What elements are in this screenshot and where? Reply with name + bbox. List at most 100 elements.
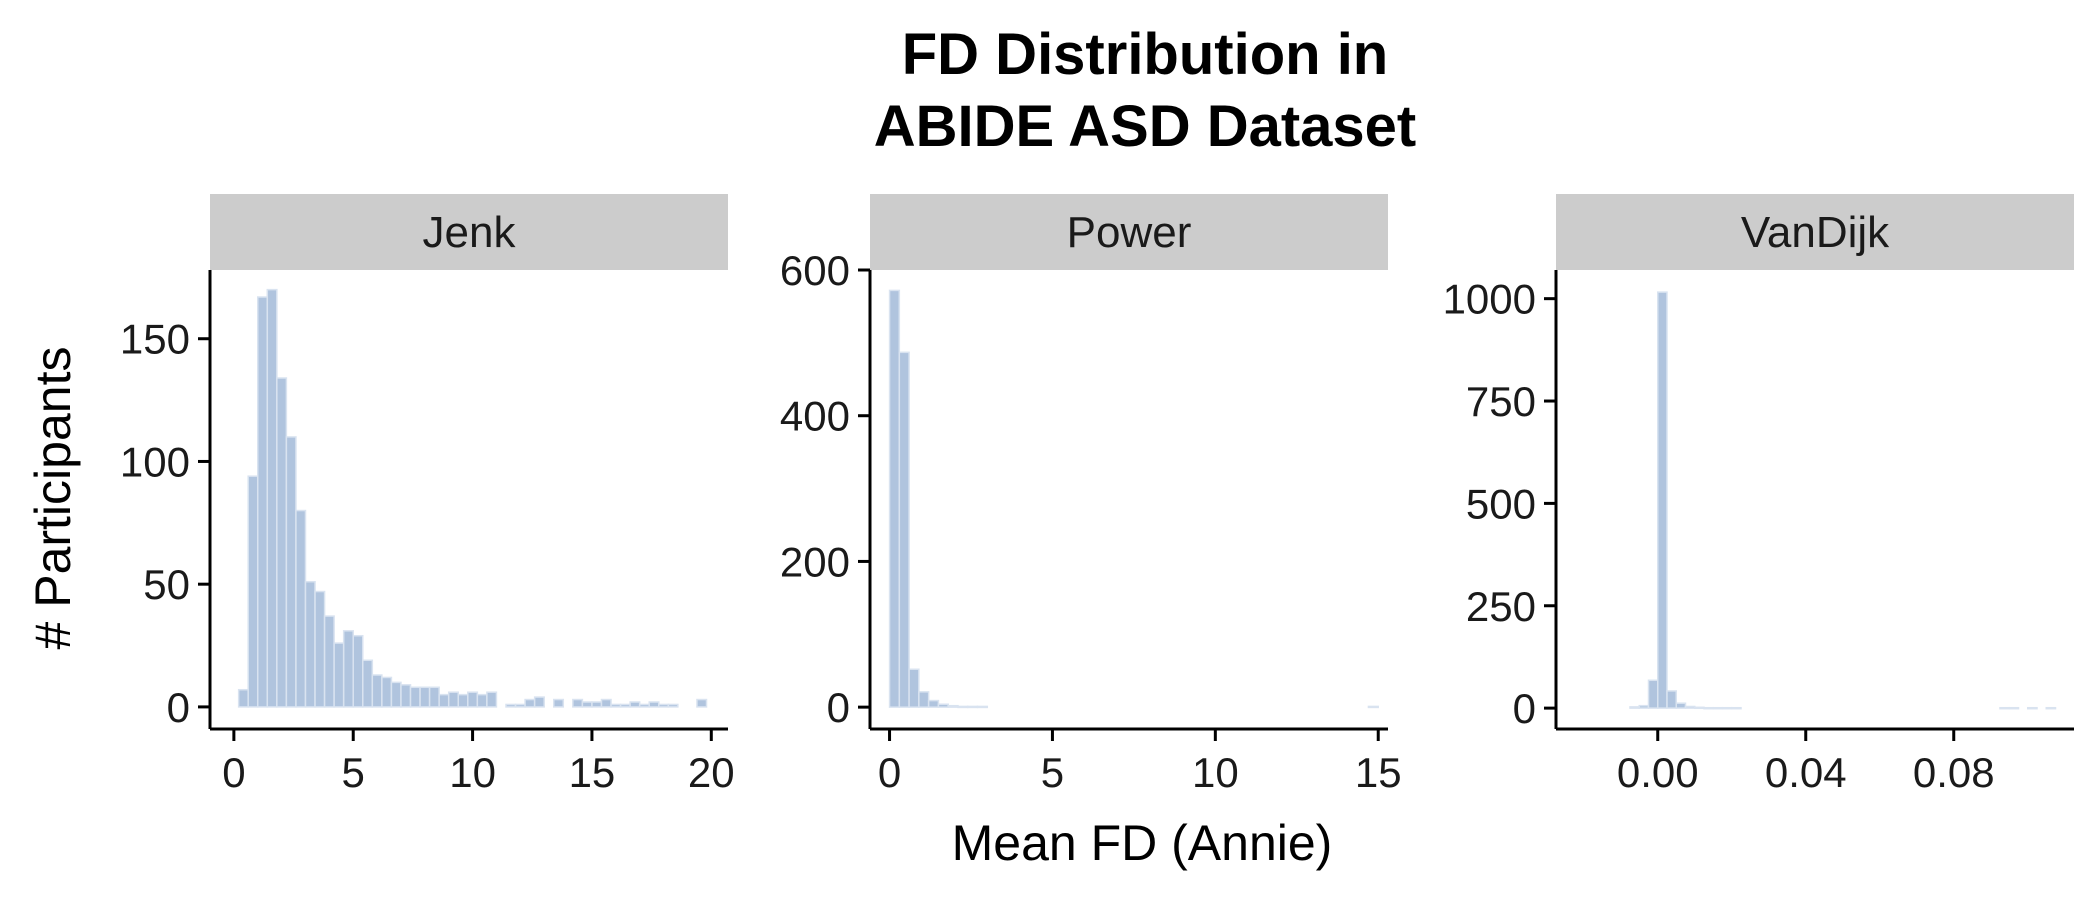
y-tick-label: 50 <box>143 561 190 608</box>
y-tick-label: 1000 <box>1443 276 1536 323</box>
facet-strip-label: Jenk <box>423 208 517 257</box>
histogram-bar <box>295 509 307 708</box>
histogram-bar <box>304 580 316 708</box>
histogram-bar <box>285 436 297 708</box>
y-tick-label: 500 <box>1466 480 1536 527</box>
y-tick-label: 600 <box>780 247 850 294</box>
chart-title-line-1: FD Distribution in <box>902 22 1389 87</box>
histogram-bar <box>247 475 259 708</box>
histogram-bar <box>2027 706 2038 710</box>
histogram-bar <box>400 684 412 708</box>
x-tick-label: 10 <box>449 749 496 796</box>
y-tick-label: 750 <box>1466 378 1536 425</box>
histogram-bar <box>352 634 364 708</box>
histogram-bar <box>323 615 335 708</box>
histogram-bar <box>638 703 650 708</box>
y-tick-label: 0 <box>1513 685 1536 732</box>
y-tick-label: 0 <box>827 684 850 731</box>
histogram-bar <box>428 686 440 708</box>
y-tick-label: 250 <box>1466 583 1536 630</box>
histogram-bar <box>1721 706 1733 710</box>
histogram-bar <box>457 693 469 708</box>
histogram-bar <box>937 703 949 708</box>
histogram-bar <box>333 642 345 708</box>
x-tick-label: 15 <box>1355 749 1402 796</box>
histogram-bar <box>362 659 374 708</box>
histogram-bar <box>524 698 536 708</box>
histogram-bar <box>266 288 278 708</box>
histogram-bar <box>591 701 603 708</box>
histogram-bar <box>648 701 660 708</box>
facet-strip <box>210 194 728 270</box>
histogram-bar <box>658 703 670 708</box>
histogram-bar <box>619 703 631 708</box>
y-tick-label: 150 <box>120 316 190 363</box>
histogram-bar <box>1638 704 1650 709</box>
histogram-bar <box>976 705 989 709</box>
histogram-bar <box>438 693 450 708</box>
histogram-bar <box>314 590 326 708</box>
facet-strip <box>1556 194 2074 270</box>
histogram-bar <box>505 703 517 708</box>
histogram-bar <box>476 693 488 708</box>
histogram-bar <box>467 691 479 708</box>
histogram-bar <box>927 699 940 708</box>
y-tick-label: 100 <box>120 438 190 485</box>
histogram-bar <box>1712 706 1724 710</box>
y-tick-label: 0 <box>167 684 190 731</box>
x-tick-label: 15 <box>569 749 616 796</box>
x-tick-label: 5 <box>342 749 365 796</box>
histogram-bar <box>1647 679 1659 709</box>
histogram-bar <box>342 630 354 708</box>
histogram-bar <box>610 703 622 708</box>
facet-strip-label: VanDijk <box>1741 208 1890 257</box>
histogram-bar <box>918 691 930 708</box>
histogram-bar <box>1675 702 1687 709</box>
histogram-bar <box>371 674 383 708</box>
histogram-bar <box>581 701 593 708</box>
x-tick-label: 0 <box>878 749 901 796</box>
histogram-bar <box>696 698 708 708</box>
histogram-bar <box>572 698 584 708</box>
panel-vandijk: VanDijk 0 250 500 750 1000 0.00 0.04 0.08 <box>1443 194 2074 796</box>
histogram-bar <box>1703 706 1714 710</box>
panel-jenk: Jenk 0 50 100 150 0 5 10 15 20 <box>120 194 735 796</box>
histogram-bar <box>514 703 526 708</box>
x-tick-label: 0.04 <box>1765 749 1847 796</box>
histogram-bar <box>419 686 431 708</box>
x-tick-label: 10 <box>1192 749 1239 796</box>
histogram-bar <box>2008 706 2020 710</box>
x-tick-label: 5 <box>1041 749 1064 796</box>
histogram-bar <box>888 289 901 708</box>
histogram-bar <box>447 691 460 708</box>
histogram-bar <box>381 676 393 708</box>
histogram-bar <box>629 701 641 708</box>
histogram-bar <box>2045 706 2057 710</box>
histogram-bar <box>533 696 545 708</box>
histogram-bar <box>486 691 498 708</box>
histogram-bar <box>256 296 269 708</box>
histogram-bar <box>1367 705 1379 709</box>
histogram-bar <box>1694 706 1705 710</box>
histogram-bar <box>1657 291 1668 709</box>
x-tick-label: 0.08 <box>1913 749 1995 796</box>
histogram-bar <box>1684 705 1696 709</box>
histogram-bar <box>552 698 565 708</box>
x-tick-label: 0 <box>222 749 245 796</box>
y-tick-label: 200 <box>780 538 850 585</box>
histogram-bar <box>898 351 910 708</box>
histogram-bar <box>1999 706 2010 710</box>
histogram-bar <box>390 681 402 708</box>
histogram-bar <box>1731 706 1742 710</box>
facet-strip <box>870 194 1388 270</box>
histogram-bar <box>966 705 979 709</box>
histogram-bar <box>600 698 612 708</box>
histogram-bar <box>409 686 421 708</box>
histogram-bar <box>908 668 920 708</box>
histogram-bar <box>237 688 249 708</box>
histogram-bar <box>1666 690 1677 709</box>
histogram-bar <box>957 705 969 709</box>
histogram-bar <box>1629 706 1640 709</box>
